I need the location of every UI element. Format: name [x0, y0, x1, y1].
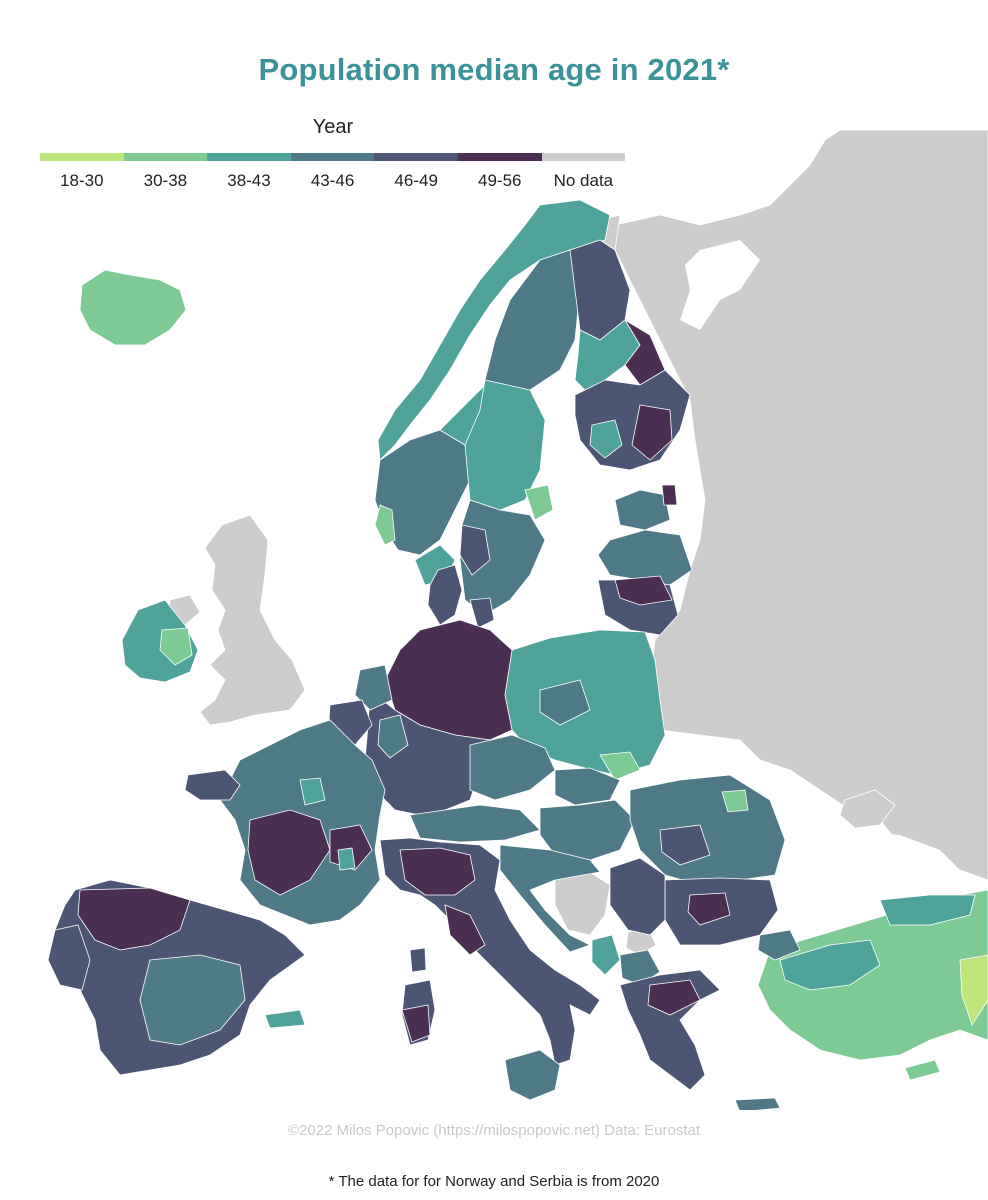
crimea [839, 789, 896, 829]
iberia-regions [47, 879, 306, 1076]
map-region [597, 529, 693, 586]
map-region [591, 934, 621, 976]
legend-swatch-2 [207, 153, 291, 161]
map-region [687, 892, 731, 926]
greece-regions [619, 969, 781, 1110]
white-sea-cutout [680, 240, 760, 330]
map-region [757, 929, 801, 961]
legend-swatch-6 [541, 153, 626, 161]
map-region [159, 627, 193, 666]
central-europe-regions [409, 734, 636, 861]
map-region [504, 1049, 561, 1101]
map-region [354, 664, 393, 711]
map-region [77, 887, 191, 951]
legend-label-0: 18-30 [60, 171, 104, 190]
map-region [614, 575, 673, 606]
map-region [184, 769, 241, 801]
map-region [734, 1097, 781, 1110]
map-region [609, 857, 666, 936]
map-region [589, 419, 623, 459]
map-region [47, 924, 91, 991]
map-region [469, 734, 556, 801]
map-region [647, 979, 701, 1016]
map-region [499, 844, 601, 953]
legend-label-2: 38-43 [227, 171, 271, 190]
cyprus-region [904, 1059, 941, 1081]
romania-bulgaria-regions [629, 774, 786, 946]
map-region [524, 484, 554, 521]
legend-label-6: No data [553, 171, 614, 190]
map-region [247, 809, 331, 896]
no-data-regions [167, 129, 988, 956]
balkan-regions [499, 844, 666, 986]
denmark-regions [427, 564, 495, 629]
legend-label-3: 43-46 [310, 171, 355, 190]
map-region [299, 777, 326, 806]
legend-label-1: 30-38 [143, 171, 188, 190]
map-region [377, 714, 409, 759]
map-region [614, 489, 671, 531]
map-region [337, 847, 356, 871]
credit-text: ©2022 Milos Popovic (https://milospopovi… [287, 1122, 701, 1139]
map-region [374, 504, 396, 546]
map-region [139, 954, 246, 1046]
bosnia [554, 871, 611, 936]
poland-regions [504, 629, 666, 781]
map-title: Population median age in 2021* [258, 52, 730, 87]
map-region [264, 1009, 306, 1029]
footnote-text: * The data for for Norway and Serbia is … [328, 1173, 660, 1190]
map-region [539, 679, 591, 726]
map-region [399, 847, 476, 896]
legend-labels: 18-30 30-38 38-43 43-46 46-49 49-56 No data [40, 171, 625, 191]
legend-swatch-0 [40, 153, 124, 161]
map-region [599, 751, 641, 781]
sweden-regions [459, 249, 581, 616]
legend-swatch-1 [123, 153, 208, 161]
map-region [631, 404, 673, 461]
baltic-regions [597, 484, 693, 636]
map-region [779, 939, 881, 991]
map-region [444, 904, 486, 956]
map-region [401, 1004, 431, 1043]
finland-regions [569, 239, 691, 471]
map-region [661, 484, 678, 506]
legend-label-4: 46-49 [394, 171, 438, 190]
germany-regions [364, 619, 513, 816]
map-region [659, 824, 711, 866]
legend-title: Year [312, 116, 354, 138]
map-region [554, 767, 621, 806]
iceland-region [79, 269, 187, 346]
legend-label-5: 49-56 [478, 171, 522, 190]
ireland-regions [121, 599, 199, 683]
map-region [459, 524, 491, 576]
legend-swatches [40, 153, 626, 161]
map-region [409, 947, 427, 973]
italy-regions [379, 837, 601, 1101]
france-regions [184, 719, 386, 926]
legend-swatch-5 [457, 153, 542, 161]
legend-swatch-3 [290, 153, 375, 161]
europe-choropleth-map [47, 129, 988, 1110]
turkey-regions [757, 889, 988, 1061]
map-region [464, 379, 546, 511]
map-region [539, 799, 636, 861]
map-region [721, 789, 749, 813]
black-sea-cutout [775, 830, 960, 890]
map-region [879, 894, 976, 926]
legend-swatch-4 [374, 153, 458, 161]
great-britain [199, 514, 306, 726]
map-region [574, 319, 641, 396]
map-region [959, 954, 988, 1026]
